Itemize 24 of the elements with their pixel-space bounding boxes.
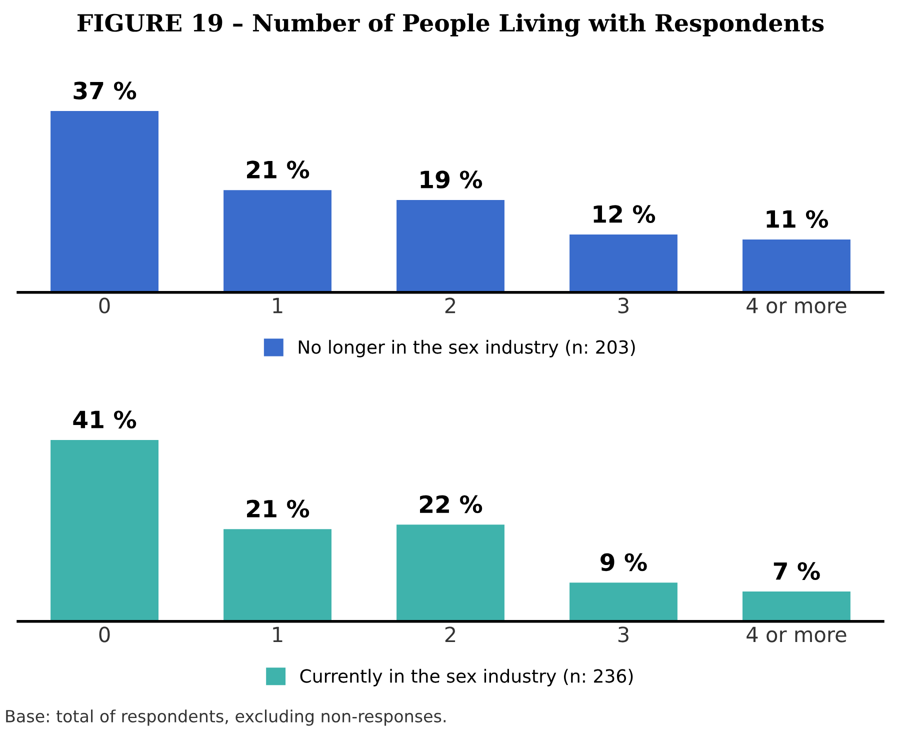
data-label: 9 % (600, 553, 647, 572)
data-label: 7 % (774, 562, 820, 580)
x-tick-label: 1 (273, 626, 282, 642)
x-tick-label: 3 (618, 298, 628, 314)
x-tick-label: 0 (99, 298, 110, 314)
data-label: 37 % (74, 82, 136, 100)
x-tick-label: 2 (445, 626, 456, 642)
data-label: 11 % (766, 210, 828, 228)
data-label: 22 % (420, 495, 482, 514)
x-tick-label: 4 or more (746, 626, 846, 642)
x-tick-label: 4 or more (746, 298, 846, 314)
x-tick-label: 1 (273, 298, 282, 314)
legend-label: No longer in the sex industry (n: 203) (298, 340, 635, 358)
data-label: 41 % (73, 410, 136, 428)
text: Base: total of respondents, excluding non-responses. (6, 710, 446, 726)
data-label: 21 % (247, 160, 310, 179)
data-label: 12 % (594, 205, 656, 223)
chart-title: FIGURE 19 – Number of People Living with Respondents (78, 13, 824, 37)
data-label: 21 % (247, 500, 310, 518)
legend-label: Currently in the sex industry (n: 236) (300, 668, 633, 686)
x-tick-label: 3 (618, 626, 628, 642)
data-label: 19 % (420, 170, 482, 188)
x-tick-label: 2 (445, 298, 456, 314)
x-tick-label: 0 (99, 626, 110, 642)
